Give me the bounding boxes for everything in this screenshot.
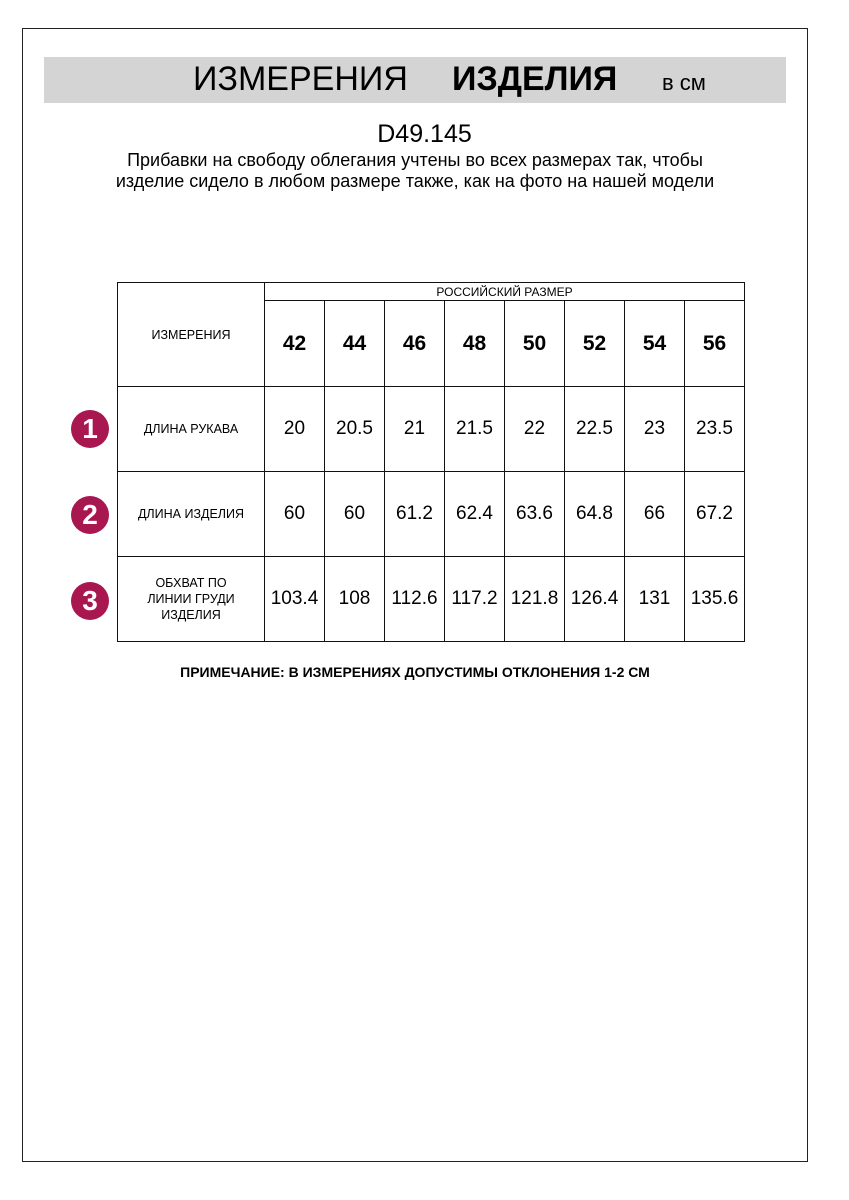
article-code: D49.145: [377, 120, 472, 148]
value-cell: 117.2: [444, 556, 505, 642]
value-cell: 22: [504, 386, 565, 472]
value-cell: 60: [324, 471, 385, 557]
value-cell: 126.4: [564, 556, 625, 642]
note: ПРИМЕЧАНИЕ: В ИЗМЕРЕНИЯХ ДОПУСТИМЫ ОТКЛО…: [180, 664, 650, 680]
value-cell: 66: [624, 471, 685, 557]
value-cell: 121.8: [504, 556, 565, 642]
size-header: 54: [624, 300, 685, 387]
description: Прибавки на свободу облегания учтены во …: [115, 150, 715, 191]
size-header: 48: [444, 300, 505, 387]
row-number-badge: 3: [71, 582, 109, 620]
value-cell: 108: [324, 556, 385, 642]
size-header: 42: [264, 300, 325, 387]
value-cell: 20.5: [324, 386, 385, 472]
size-header: 52: [564, 300, 625, 387]
size-table: ИЗМЕРЕНИЯ РОССИЙСКИЙ РАЗМЕР 42 44 46 48 50 52…: [117, 282, 745, 642]
value-cell: 112.6: [384, 556, 445, 642]
title-regular: ИЗМЕРЕНИЯ: [193, 60, 408, 98]
value-cell: 21.5: [444, 386, 505, 472]
value-cell: 60: [264, 471, 325, 557]
value-cell: 64.8: [564, 471, 625, 557]
title-bold: ИЗДЕЛИЯ: [452, 60, 618, 98]
title-unit: в см: [662, 70, 706, 95]
size-header: 46: [384, 300, 445, 387]
value-cell: 103.4: [264, 556, 325, 642]
page-frame: [22, 28, 808, 1162]
measurements-header: ИЗМЕРЕНИЯ: [117, 282, 265, 387]
value-cell: 63.6: [504, 471, 565, 557]
value-cell: 67.2: [684, 471, 745, 557]
table-row: ОБХВАТ ПО ЛИНИИ ГРУДИ ИЗДЕЛИЯ 103.4 108 112…: [117, 556, 745, 642]
value-cell: 21: [384, 386, 445, 472]
size-header: 56: [684, 300, 745, 387]
value-cell: 22.5: [564, 386, 625, 472]
title-band: [44, 57, 786, 103]
value-cell: 131: [624, 556, 685, 642]
row-label: ДЛИНА РУКАВА: [117, 386, 265, 472]
table-row: ДЛИНА РУКАВА 20 20.5 21 21.5 22 22.5 23 23.5: [117, 386, 745, 472]
value-cell: 23: [624, 386, 685, 472]
size-header: 44: [324, 300, 385, 387]
value-cell: 135.6: [684, 556, 745, 642]
row-number-badge: 1: [71, 410, 109, 448]
row-number-badge: 2: [71, 496, 109, 534]
row-label: ОБХВАТ ПО ЛИНИИ ГРУДИ ИЗДЕЛИЯ: [117, 556, 265, 642]
row-label: ДЛИНА ИЗДЕЛИЯ: [117, 471, 265, 557]
value-cell: 23.5: [684, 386, 745, 472]
value-cell: 62.4: [444, 471, 505, 557]
size-group-header: РОССИЙСКИЙ РАЗМЕР: [264, 282, 745, 301]
size-header: 50: [504, 300, 565, 387]
table-row: ДЛИНА ИЗДЕЛИЯ 60 60 61.2 62.4 63.6 64.8 66 67.2: [117, 471, 745, 557]
value-cell: 61.2: [384, 471, 445, 557]
value-cell: 20: [264, 386, 325, 472]
